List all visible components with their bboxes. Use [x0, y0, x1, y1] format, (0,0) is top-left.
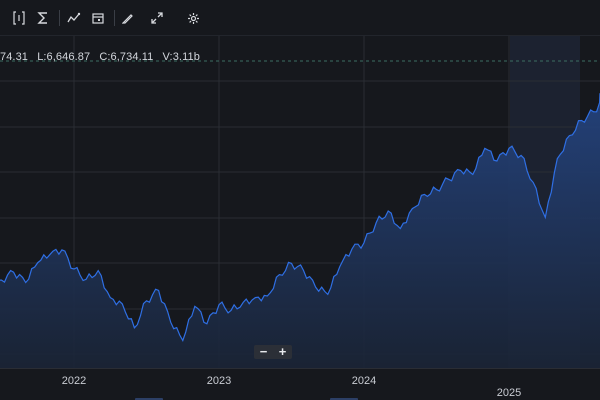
toolbar-divider	[114, 10, 115, 26]
ohlc-volume: V:3.11b	[162, 51, 200, 63]
toolbar-divider	[59, 10, 60, 26]
zoom-control: − +	[254, 345, 292, 359]
zoom-in-button[interactable]: +	[278, 344, 287, 359]
x-tick-label: 2022	[61, 375, 87, 387]
time-axis[interactable]: 2022 2023 2024 2025	[0, 368, 600, 400]
area-fill	[0, 93, 600, 368]
x-tick-label: 2024	[351, 375, 377, 387]
calendar-icon[interactable]	[89, 9, 107, 27]
price-line	[0, 93, 600, 342]
ohlc-close: C:6,734.11	[99, 51, 154, 63]
fullscreen-icon[interactable]	[148, 9, 166, 27]
ohlc-low: L:6,646.87	[37, 51, 91, 63]
gear-icon[interactable]	[184, 9, 202, 27]
indicator-bracket-icon[interactable]	[10, 9, 28, 27]
zoom-out-button[interactable]: −	[259, 344, 268, 359]
scroll-handle-left[interactable]	[135, 398, 163, 400]
trend-icon[interactable]	[65, 9, 83, 27]
x-tick-label: 2025	[496, 387, 522, 399]
pencil-icon[interactable]	[119, 9, 137, 27]
ohlc-high: 74.31	[0, 51, 29, 63]
scroll-handle-right[interactable]	[330, 398, 358, 400]
ohlc-readout: 74.31 L:6,646.87 C:6,734.11 V:3.11b	[0, 51, 206, 63]
price-chart[interactable]	[0, 0, 600, 368]
chart-toolbar	[0, 0, 600, 36]
sigma-icon[interactable]	[34, 9, 52, 27]
x-tick-label: 2023	[206, 375, 232, 387]
